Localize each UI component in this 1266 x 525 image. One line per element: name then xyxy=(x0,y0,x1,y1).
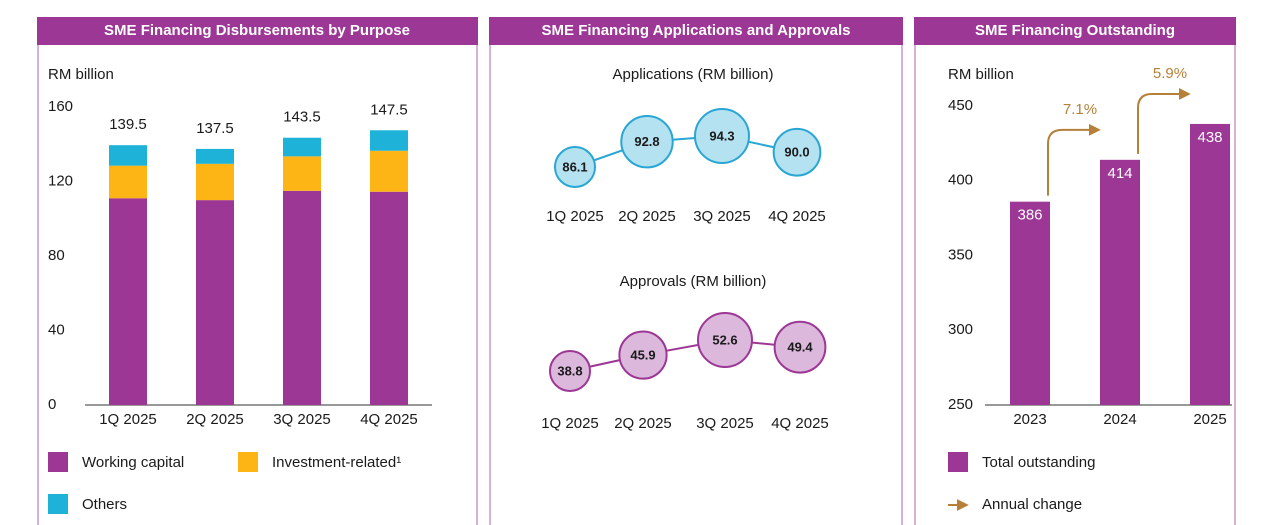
change-arrow xyxy=(1137,87,1191,154)
x-tick-label: 3Q 2025 xyxy=(273,411,331,428)
panel-frames xyxy=(37,17,1236,525)
legend-swatch xyxy=(48,452,68,472)
x-tick-label: 2025 xyxy=(1193,411,1226,428)
bubble xyxy=(549,350,591,392)
bar-segment xyxy=(283,190,321,405)
bar-segment xyxy=(109,198,147,405)
y-axis-label: RM billion xyxy=(948,66,1014,83)
x-tick-label: 4Q 2025 xyxy=(360,411,418,428)
y-tick-label: 300 xyxy=(948,321,973,338)
y-tick-label: 160 xyxy=(48,98,73,115)
legend-label: Investment-related¹ xyxy=(272,454,401,471)
panel-title: SME Financing Outstanding xyxy=(975,22,1175,39)
legend-swatch xyxy=(948,452,968,472)
x-tick-label: 4Q 2025 xyxy=(768,208,826,225)
panel-title: SME Financing Disbursements by Purpose xyxy=(104,22,410,39)
x-tick-label: 1Q 2025 xyxy=(546,208,604,225)
bubble xyxy=(697,312,753,368)
bar-segment xyxy=(283,156,321,191)
value-label: 94.3 xyxy=(709,128,734,143)
bubble xyxy=(773,320,827,374)
y-tick-label: 350 xyxy=(948,246,973,263)
legend-swatch xyxy=(238,452,258,472)
x-tick-label: 1Q 2025 xyxy=(99,411,157,428)
y-axis-label: RM billion xyxy=(48,66,114,83)
subtitle: Approvals (RM billion) xyxy=(620,273,767,290)
value-label: 52.6 xyxy=(712,332,737,347)
legend-label: Working capital xyxy=(82,454,184,471)
bar-segment xyxy=(196,148,234,164)
annotation: 7.1% xyxy=(1063,101,1097,118)
panel-header xyxy=(914,17,1236,45)
bar-segment xyxy=(109,165,147,199)
legend-swatch xyxy=(48,494,68,514)
bubble xyxy=(620,114,674,169)
value-label: 386 xyxy=(1017,207,1042,224)
x-tick-label: 2024 xyxy=(1103,411,1136,428)
y-tick-label: 400 xyxy=(948,172,973,189)
change-arrow xyxy=(1047,123,1101,196)
annotation: 5.9% xyxy=(1153,65,1187,82)
value-label: 49.4 xyxy=(787,340,813,355)
y-tick-label: 0 xyxy=(48,396,56,413)
legend-label: Others xyxy=(82,496,127,513)
x-tick-label: 2023 xyxy=(1013,411,1046,428)
bar-segment xyxy=(283,137,321,157)
value-label: 45.9 xyxy=(630,347,655,362)
x-tick-label: 2Q 2025 xyxy=(618,208,676,225)
bubble xyxy=(772,127,822,177)
y-tick-label: 120 xyxy=(48,172,73,189)
bubble xyxy=(618,330,668,380)
x-tick-label: 4Q 2025 xyxy=(771,415,829,432)
y-tick-label: 250 xyxy=(948,396,973,413)
bar xyxy=(1010,201,1050,405)
x-tick-label: 2Q 2025 xyxy=(186,411,244,428)
legend-label: Total outstanding xyxy=(982,454,1095,471)
total-label: 147.5 xyxy=(370,101,408,118)
panel-title: SME Financing Applications and Approvals xyxy=(542,22,851,39)
connector xyxy=(569,338,801,372)
panel-header xyxy=(37,17,478,45)
bar-segment xyxy=(196,163,234,201)
connector xyxy=(574,134,798,168)
x-tick-label: 1Q 2025 xyxy=(541,415,599,432)
total-label: 139.5 xyxy=(109,116,147,133)
y-tick-label: 450 xyxy=(948,97,973,114)
panel-header xyxy=(489,17,903,45)
bubble xyxy=(554,146,596,188)
value-label: 90.0 xyxy=(784,145,809,160)
x-tick-label: 3Q 2025 xyxy=(693,208,751,225)
legend-label: Annual change xyxy=(982,496,1082,513)
subtitle: Applications (RM billion) xyxy=(613,66,774,83)
bar-segment xyxy=(370,191,408,405)
bar-segment xyxy=(196,200,234,405)
value-label: 438 xyxy=(1197,129,1222,146)
value-label: 92.8 xyxy=(634,134,659,149)
x-tick-label: 3Q 2025 xyxy=(696,415,754,432)
bar xyxy=(1100,159,1140,405)
y-tick-label: 80 xyxy=(48,247,65,264)
value-label: 38.8 xyxy=(557,363,582,378)
bar xyxy=(1190,123,1230,405)
value-label: 414 xyxy=(1107,165,1132,182)
x-tick-label: 2Q 2025 xyxy=(614,415,672,432)
value-label: 86.1 xyxy=(562,159,587,174)
bar-segment xyxy=(109,145,147,166)
total-label: 137.5 xyxy=(196,120,234,137)
y-tick-label: 40 xyxy=(48,321,65,338)
bubble xyxy=(694,108,750,164)
total-label: 143.5 xyxy=(283,109,321,126)
bar-segment xyxy=(370,130,408,151)
bar-segment xyxy=(370,150,408,192)
